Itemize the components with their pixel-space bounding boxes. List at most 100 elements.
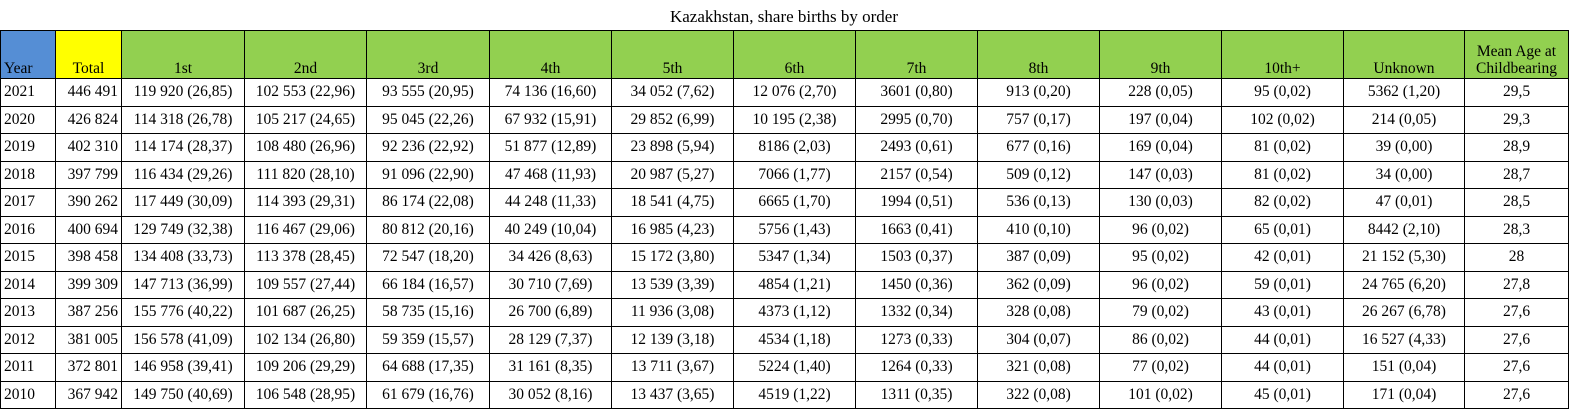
data-cell: 8186 (2,03)	[733, 133, 856, 162]
header-cell: 1st	[121, 30, 245, 79]
data-cell: 20 987 (5,27)	[611, 160, 734, 189]
data-cell: 5347 (1,34)	[733, 243, 856, 272]
data-cell: 72 547 (18,20)	[366, 243, 490, 272]
data-cell: 372 801	[55, 353, 122, 382]
data-cell: 147 (0,03)	[1099, 160, 1222, 189]
data-cell: 44 (0,01)	[1221, 353, 1344, 382]
data-cell: 13 539 (3,39)	[611, 270, 734, 299]
data-cell: 5362 (1,20)	[1343, 78, 1465, 107]
header-cell: Total	[55, 30, 122, 79]
data-cell: 400 694	[55, 215, 122, 244]
data-cell: 4854 (1,21)	[733, 270, 856, 299]
data-cell: 30 710 (7,69)	[489, 270, 612, 299]
data-cell: 381 005	[55, 325, 122, 354]
data-cell: 362 (0,09)	[977, 270, 1100, 299]
data-cell: 51 877 (12,89)	[489, 133, 612, 162]
data-cell: 28,5	[1464, 188, 1569, 217]
data-cell: 2016	[0, 215, 56, 244]
data-cell: 34 052 (7,62)	[611, 78, 734, 107]
data-row: 2011 372 801 146 958 (39,41) 109 206 (29,29…	[0, 353, 1569, 382]
data-cell: 34 426 (8,63)	[489, 243, 612, 272]
data-cell: 214 (0,05)	[1343, 105, 1465, 134]
data-cell: 2020	[0, 105, 56, 134]
data-cell: 2021	[0, 78, 56, 107]
data-cell: 410 (0,10)	[977, 215, 1100, 244]
header-cell: 10th+	[1221, 30, 1344, 79]
data-cell: 66 184 (16,57)	[366, 270, 490, 299]
data-row: 2016 400 694 129 749 (32,38) 116 467 (29,06…	[0, 215, 1569, 244]
data-cell: 390 262	[55, 188, 122, 217]
data-cell: 47 468 (11,93)	[489, 160, 612, 189]
data-cell: 677 (0,16)	[977, 133, 1100, 162]
data-cell: 105 217 (24,65)	[244, 105, 367, 134]
data-row: 2021 446 491 119 920 (26,85) 102 553 (22,96…	[0, 78, 1569, 107]
data-cell: 149 750 (40,69)	[121, 380, 245, 409]
data-cell: 26 700 (6,89)	[489, 298, 612, 327]
data-cell: 27,6	[1464, 353, 1569, 382]
data-cell: 86 174 (22,08)	[366, 188, 490, 217]
data-cell: 6665 (1,70)	[733, 188, 856, 217]
data-cell: 26 267 (6,78)	[1343, 298, 1465, 327]
data-cell: 23 898 (5,94)	[611, 133, 734, 162]
data-cell: 4534 (1,18)	[733, 325, 856, 354]
data-cell: 130 (0,03)	[1099, 188, 1222, 217]
data-cell: 2014	[0, 270, 56, 299]
data-row: 2014 399 309 147 713 (36,99) 109 557 (27,44…	[0, 270, 1569, 299]
data-cell: 81 (0,02)	[1221, 133, 1344, 162]
header-cell: 7th	[855, 30, 978, 79]
data-cell: 913 (0,20)	[977, 78, 1100, 107]
data-cell: 61 679 (16,76)	[366, 380, 490, 409]
data-cell: 446 491	[55, 78, 122, 107]
data-cell: 101 (0,02)	[1099, 380, 1222, 409]
data-cell: 109 557 (27,44)	[244, 270, 367, 299]
data-cell: 12 076 (2,70)	[733, 78, 856, 107]
data-cell: 169 (0,04)	[1099, 133, 1222, 162]
data-cell: 111 820 (28,10)	[244, 160, 367, 189]
data-cell: 509 (0,12)	[977, 160, 1100, 189]
data-cell: 146 958 (39,41)	[121, 353, 245, 382]
data-cell: 1273 (0,33)	[855, 325, 978, 354]
data-cell: 2015	[0, 243, 56, 272]
data-cell: 59 359 (15,57)	[366, 325, 490, 354]
data-cell: 2019	[0, 133, 56, 162]
data-cell: 47 (0,01)	[1343, 188, 1465, 217]
data-cell: 96 (0,02)	[1099, 270, 1222, 299]
data-cell: 27,6	[1464, 380, 1569, 409]
data-cell: 95 (0,02)	[1099, 243, 1222, 272]
data-cell: 321 (0,08)	[977, 353, 1100, 382]
data-cell: 59 (0,01)	[1221, 270, 1344, 299]
header-cell: Mean Age at Childbearing	[1464, 30, 1569, 79]
data-cell: 29,3	[1464, 105, 1569, 134]
data-cell: 387 (0,09)	[977, 243, 1100, 272]
data-cell: 18 541 (4,75)	[611, 188, 734, 217]
data-cell: 114 393 (29,31)	[244, 188, 367, 217]
data-cell: 114 318 (26,78)	[121, 105, 245, 134]
data-cell: 5756 (1,43)	[733, 215, 856, 244]
data-row: 2010 367 942 149 750 (40,69) 106 548 (28,95…	[0, 380, 1569, 409]
data-cell: 44 248 (11,33)	[489, 188, 612, 217]
data-cell: 102 553 (22,96)	[244, 78, 367, 107]
data-cell: 536 (0,13)	[977, 188, 1100, 217]
data-cell: 11 936 (3,08)	[611, 298, 734, 327]
data-cell: 1503 (0,37)	[855, 243, 978, 272]
data-cell: 2493 (0,61)	[855, 133, 978, 162]
header-cell: 4th	[489, 30, 612, 79]
data-cell: 171 (0,04)	[1343, 380, 1465, 409]
data-cell: 34 (0,00)	[1343, 160, 1465, 189]
sheet: Kazakhstan, share births by order Year To…	[0, 7, 1569, 409]
header-cell: 3rd	[366, 30, 490, 79]
data-cell: 1264 (0,33)	[855, 353, 978, 382]
data-cell: 96 (0,02)	[1099, 215, 1222, 244]
data-cell: 228 (0,05)	[1099, 78, 1222, 107]
table-body: 2021 446 491 119 920 (26,85) 102 553 (22,96…	[0, 78, 1569, 409]
data-cell: 397 799	[55, 160, 122, 189]
data-cell: 151 (0,04)	[1343, 353, 1465, 382]
data-cell: 29 852 (6,99)	[611, 105, 734, 134]
data-cell: 29,5	[1464, 78, 1569, 107]
data-cell: 95 045 (22,26)	[366, 105, 490, 134]
data-cell: 2010	[0, 380, 56, 409]
data-cell: 2013	[0, 298, 56, 327]
births-table: Year Total 1st 2nd 3rd 4th 5th 6th 7th 8th 9th 10th…	[0, 30, 1569, 409]
table-header: Year Total 1st 2nd 3rd 4th 5th 6th 7th 8th 9th 10th…	[0, 30, 1569, 79]
data-cell: 3601 (0,80)	[855, 78, 978, 107]
